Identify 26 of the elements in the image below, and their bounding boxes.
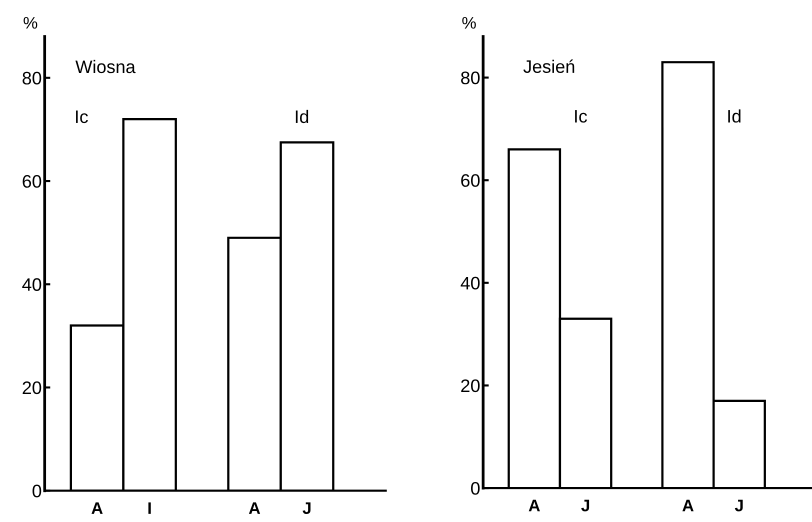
annotation: Ic [575, 110, 587, 123]
text: Wiosna [75, 60, 136, 74]
y-tick-label: 20 [22, 381, 42, 394]
text: Jesień [523, 60, 574, 73]
y-tick-label: 0 [32, 484, 42, 498]
x-tick-label: A [92, 502, 103, 514]
y-tick-label: 40 [460, 276, 480, 290]
y-tick-label: 60 [22, 174, 42, 188]
annotation: Id [296, 110, 308, 124]
x-tick-label: J [734, 500, 743, 512]
annotation: Id [728, 109, 740, 123]
y-tick-label: 80 [461, 72, 480, 84]
y-tick-label: 0 [471, 482, 480, 495]
y-axis-title: % [24, 16, 38, 29]
y-axis-title: % [462, 17, 476, 29]
annotation: Ic [76, 110, 88, 124]
x-tick-label: A [528, 500, 540, 512]
x-tick-label: J [302, 502, 310, 514]
y-tick-label: 60 [461, 174, 480, 187]
x-tick-label: A [682, 500, 694, 512]
y-tick-label: 40 [22, 278, 42, 291]
y-tick-label: 20 [461, 379, 480, 392]
x-tick-label: J [581, 500, 590, 512]
x-tick-label: A [248, 502, 260, 514]
y-tick-label: 80 [22, 72, 42, 85]
x-tick-label: I [148, 502, 151, 514]
